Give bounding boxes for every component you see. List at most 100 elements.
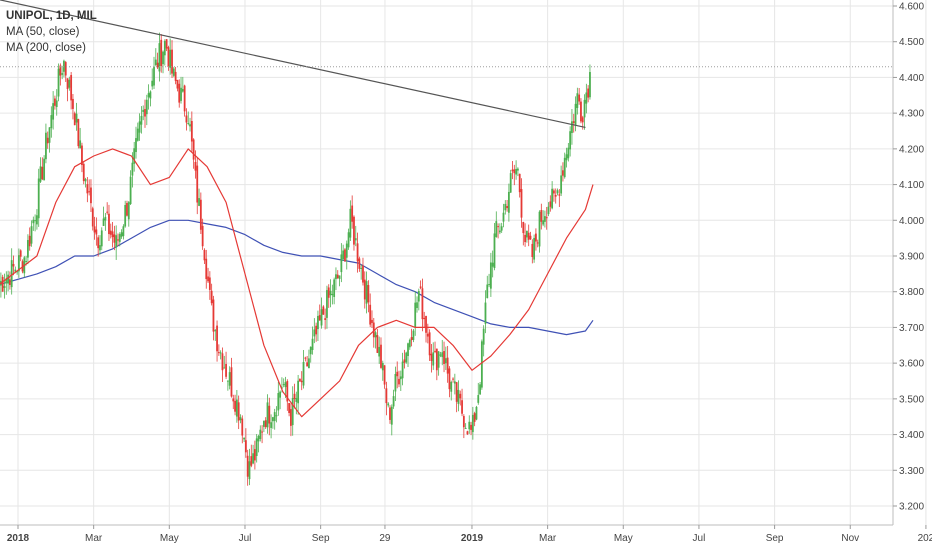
candle-body [410,337,413,341]
candle-body [72,98,74,109]
candle-body [572,121,575,123]
candle-body [441,352,444,358]
candle-body [286,380,289,402]
candle-body [84,179,87,182]
price-axis[interactable]: 4.600 4.500 4.400 4.300 4.200 4.100 4.000 3.900… [892,0,924,525]
candle-body [315,325,318,335]
candle-body [522,222,525,234]
candle-body [95,229,98,235]
candle-body [515,168,517,175]
symbol-label[interactable]: UNIPOL, 1D, MIL [6,10,97,22]
candle-body [288,403,291,414]
candle-body [172,68,175,76]
time-tick-label: Mar [85,533,103,544]
candle-body [304,357,307,359]
candle-body [461,400,463,414]
candle-body [261,431,263,433]
candle-body [214,330,217,332]
candle-body [471,414,474,433]
price-tick-label: 4.200 [899,144,924,155]
candle-body [77,118,80,147]
candle-body [435,348,438,371]
candle-body [284,382,287,388]
candle-body [30,226,33,244]
candle-body [526,230,528,238]
candle-body [533,237,536,260]
candle-body [443,351,445,365]
candle-body [147,93,150,98]
candle-body [109,230,112,235]
candle-body [216,325,218,352]
candle-body [196,165,199,203]
candle-body [302,361,305,386]
candle-body [154,59,157,65]
candle-body [162,51,164,65]
candle-body [279,391,282,398]
ma200-label[interactable]: MA (200, close) [6,42,86,54]
candle-body [55,100,58,108]
candle-body [354,238,357,241]
candle-body [367,285,370,303]
candle-body [549,201,552,207]
time-tick-label: Jul [239,533,252,544]
candle-body [506,206,508,209]
candle-body [39,166,42,182]
candle-body [527,232,530,240]
candle-body [374,332,377,338]
candle-body [235,399,238,417]
candle-body [246,455,249,477]
candle-body [237,402,240,421]
candle-body [421,288,424,320]
price-tick-label: 4.100 [899,180,924,191]
candle-body [518,173,521,193]
candle-body [266,402,269,428]
candle-body [27,240,29,258]
candle-body [372,322,375,338]
price-tick-label: 4.500 [899,37,924,48]
candle-body [551,188,554,209]
candle-body [426,333,429,337]
candle-body [187,123,190,125]
time-axis[interactable]: 2018 Mar May Jul Sep 29 2019 Mar May Jul Sep Nov 202 [0,524,932,544]
candle-body [338,275,341,279]
candle-body [34,220,37,222]
candle-body [91,208,94,227]
candle-body [250,456,253,466]
candle-body [221,353,224,371]
ma50-label[interactable]: MA (50, close) [6,26,80,38]
candle-body [479,384,481,395]
candle-body [567,147,570,159]
candle-body [151,80,154,87]
trendline[interactable] [0,0,586,129]
candle-body [470,424,472,430]
candle-body [311,338,314,350]
candle-body [587,88,590,98]
candle-body [66,78,69,90]
candle-body [3,286,6,289]
candle-body [273,412,276,422]
candle-body [70,75,73,101]
candle-body [208,277,211,290]
candle-body [403,359,406,363]
price-tick-label: 3.800 [899,287,924,298]
candle-body [225,363,227,377]
candle-body [342,250,345,260]
candle-body [563,157,566,178]
candle-body [174,71,177,81]
candle-body [100,230,103,247]
candle-body [457,389,460,404]
candle-body [131,162,134,176]
candle-body [511,169,514,172]
candle-body [59,65,62,76]
time-tick-label: Mar [539,533,557,544]
candle-body [181,89,184,92]
candle-body [504,203,507,211]
candle-body [383,365,386,385]
candle-body [102,218,105,226]
candle-body [390,406,393,425]
candle-body [318,315,321,321]
candle-body [253,449,256,461]
candle-body [462,416,465,428]
candle-body [574,103,577,126]
